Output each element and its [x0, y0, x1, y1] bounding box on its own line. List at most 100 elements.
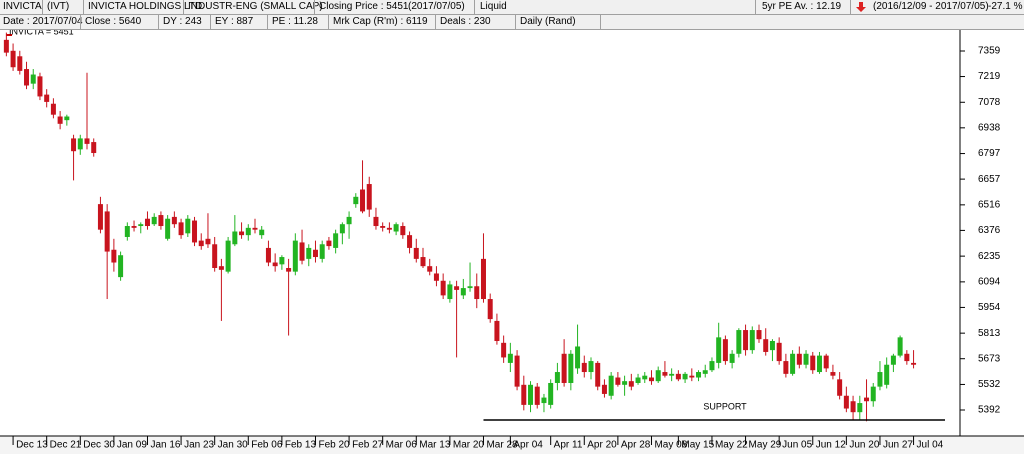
- candle-body: [601, 384, 607, 394]
- divider: [83, 0, 84, 14]
- header-cell: Daily (Rand): [520, 16, 576, 27]
- candle-body: [225, 240, 231, 272]
- header-cell: Date : 2017/07/04: [3, 16, 83, 27]
- candle-body: [628, 381, 634, 387]
- header-cell: Mrk Cap (R'm) : 6119: [333, 16, 428, 27]
- x-tick-label: Jun 05: [782, 440, 812, 451]
- header-cell: Deals : 230: [440, 16, 491, 27]
- header-cell: INVICTA: [3, 1, 42, 12]
- candle-body: [427, 266, 433, 272]
- candle-body: [655, 370, 661, 382]
- divider: [600, 15, 601, 29]
- candle-body: [346, 216, 352, 225]
- header-cell: INDUSTR-ENG (SMALL CAP): [188, 1, 323, 12]
- candle-body: [568, 353, 574, 383]
- candle-body: [615, 377, 621, 385]
- candle-body: [312, 249, 318, 258]
- candle-body: [192, 220, 198, 243]
- x-tick-label: Apr 04: [513, 440, 543, 451]
- candle-body: [595, 362, 601, 387]
- x-tick-label: Jun 20: [849, 440, 879, 451]
- candle-body: [205, 238, 211, 245]
- candle-body: [447, 284, 453, 300]
- candle-body: [259, 229, 265, 236]
- x-tick-label: Jul 04: [917, 440, 944, 451]
- candle-body: [554, 372, 560, 383]
- candle-body: [810, 355, 816, 371]
- candle-body: [252, 227, 258, 230]
- candle-body: [413, 247, 419, 259]
- candle-body: [10, 50, 16, 68]
- candle-body: [138, 224, 144, 227]
- candle-body: [803, 353, 809, 365]
- candle-body: [467, 286, 473, 289]
- support-label: SUPPORT: [703, 401, 747, 411]
- candle-body: [541, 397, 547, 404]
- header-cell: EY : 887: [215, 16, 254, 27]
- candle-body: [864, 397, 870, 402]
- candle-body: [64, 116, 70, 121]
- candle-body: [581, 362, 587, 373]
- candle-body: [528, 384, 534, 405]
- x-tick-label: Dec 30: [83, 440, 115, 451]
- candle-body: [124, 226, 130, 237]
- candle-body: [245, 227, 251, 236]
- y-tick-label: 5392: [978, 405, 1001, 416]
- candle-body: [104, 211, 110, 252]
- candle-body: [843, 395, 849, 409]
- y-tick-label: 7359: [978, 46, 1001, 57]
- candle-body: [84, 138, 90, 144]
- candle-body: [232, 231, 238, 245]
- candle-body: [171, 216, 177, 225]
- x-tick-label: May 15: [681, 440, 714, 451]
- divider: [474, 0, 475, 14]
- x-tick-label: Jan 23: [184, 440, 214, 451]
- candle-body: [118, 255, 124, 278]
- candle-body: [682, 373, 688, 380]
- candle-body: [716, 337, 722, 363]
- candle-body: [648, 377, 654, 382]
- legend-label: INVICTA = 5451: [9, 26, 74, 36]
- header-row-1: INVICTA (IVT) INVICTA HOLDINGS LTD INDUS…: [0, 0, 1024, 15]
- y-tick-label: 6376: [978, 225, 1001, 236]
- candle-body: [272, 262, 278, 267]
- candle-body: [709, 361, 715, 371]
- candle-body: [816, 355, 822, 373]
- candle-body: [534, 386, 540, 405]
- candle-body: [440, 280, 446, 296]
- candle-body: [30, 74, 36, 84]
- candle-body: [743, 330, 749, 351]
- x-tick-label: Jan 09: [117, 440, 147, 451]
- divider: [210, 15, 211, 29]
- candle-body: [689, 375, 695, 378]
- candle-body: [514, 355, 520, 387]
- y-tick-label: 7219: [978, 71, 1001, 82]
- candle-body: [729, 353, 735, 363]
- divider: [267, 15, 268, 29]
- candle-body: [44, 94, 50, 102]
- x-tick-label: May 29: [749, 440, 782, 451]
- candle-body: [144, 218, 150, 227]
- candle-body: [608, 375, 614, 396]
- candle-body: [185, 218, 191, 234]
- candle-body: [131, 226, 137, 228]
- candle-body: [407, 235, 413, 248]
- header-cell: -27.1 %: [988, 1, 1023, 12]
- candle-body: [642, 375, 648, 380]
- divider: [850, 0, 851, 14]
- candle-body: [366, 184, 372, 210]
- candle-body: [353, 196, 359, 205]
- x-tick-label: Dec 21: [50, 440, 82, 451]
- x-tick-label: Mar 20: [453, 440, 485, 451]
- candle-body: [736, 330, 742, 354]
- candle-body: [360, 189, 366, 212]
- header-cell: PE : 11.28: [272, 16, 318, 27]
- candle-body: [790, 353, 796, 374]
- plot-background: [0, 28, 1024, 454]
- candle-body: [151, 216, 157, 225]
- y-tick-label: 5673: [978, 353, 1001, 364]
- header-cell: Liquid: [480, 1, 507, 12]
- candle-body: [487, 299, 493, 320]
- candle-body: [319, 244, 325, 259]
